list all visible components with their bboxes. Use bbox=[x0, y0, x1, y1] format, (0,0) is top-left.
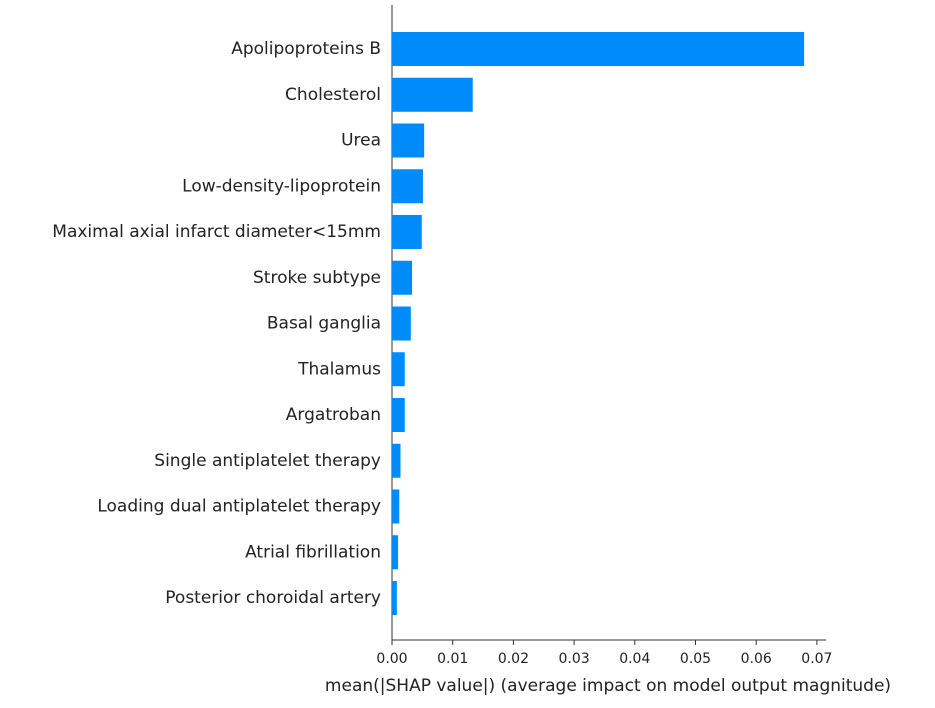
x-tick-label: 0.03 bbox=[559, 651, 590, 667]
bar bbox=[392, 215, 422, 249]
y-tick-label: Single antiplatelet therapy bbox=[154, 451, 381, 471]
bar bbox=[392, 77, 473, 112]
bar bbox=[392, 306, 411, 341]
y-tick-label: Maximal axial infarct diameter<15mm bbox=[52, 222, 381, 242]
x-tick-label: 0.07 bbox=[801, 651, 832, 667]
y-tick-label: Thalamus bbox=[297, 359, 381, 379]
bar bbox=[392, 398, 405, 432]
y-tick-label: Apolipoproteins B bbox=[231, 39, 381, 59]
y-tick-label: Stroke subtype bbox=[253, 268, 381, 288]
bar bbox=[392, 535, 399, 570]
y-tick-label: Atrial fibrillation bbox=[245, 542, 381, 562]
bar bbox=[392, 352, 405, 387]
y-tick-label: Basal ganglia bbox=[267, 314, 381, 334]
bar bbox=[392, 581, 397, 615]
y-tick-label: Urea bbox=[341, 131, 381, 151]
x-tick-label: 0.06 bbox=[741, 651, 772, 667]
bar bbox=[392, 123, 425, 158]
bar bbox=[392, 443, 401, 478]
bar bbox=[392, 169, 423, 204]
x-tick-label: 0.01 bbox=[437, 651, 468, 667]
x-tick-label: 0.04 bbox=[619, 651, 650, 667]
x-tick-label: 0.02 bbox=[498, 651, 529, 667]
bar bbox=[392, 32, 805, 66]
y-tick-label: Loading dual antiplatelet therapy bbox=[97, 497, 381, 517]
y-tick-label: Argatroban bbox=[286, 405, 381, 425]
bar bbox=[392, 260, 413, 295]
x-tick-label: 0.00 bbox=[376, 651, 407, 667]
x-axis-label: mean(|SHAP value|) (average impact on mo… bbox=[325, 676, 891, 696]
bar bbox=[392, 489, 400, 524]
x-tick-label: 0.05 bbox=[680, 651, 711, 667]
y-tick-label: Cholesterol bbox=[285, 85, 381, 105]
y-tick-label: Posterior choroidal artery bbox=[165, 588, 381, 608]
y-tick-label: Low-density-lipoprotein bbox=[182, 176, 381, 196]
